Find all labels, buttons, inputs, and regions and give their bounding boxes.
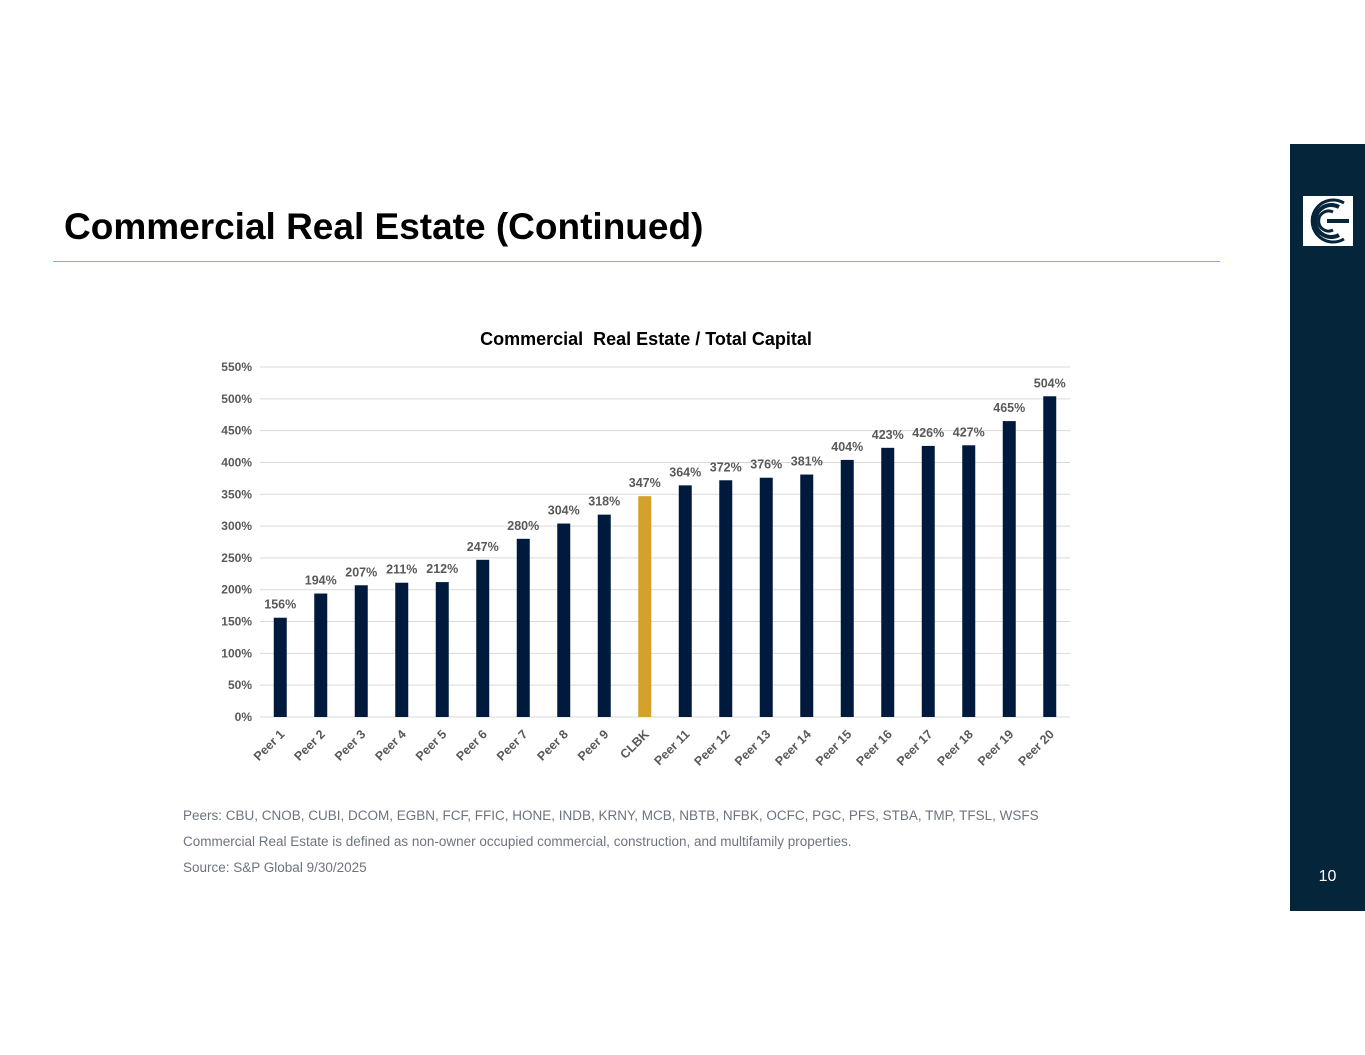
x-tick-label: Peer 18 (935, 727, 976, 768)
data-label: 156% (264, 598, 296, 612)
bar-peer-13 (759, 477, 773, 717)
bar-peer-7 (516, 538, 530, 717)
chart-title: Commercial Real Estate / Total Capital (480, 329, 812, 349)
bar-peer-19 (1002, 421, 1016, 717)
page-title: Commercial Real Estate (Continued) (64, 206, 704, 247)
footnotes: Peers: CBU, CNOB, CUBI, DCOM, EGBN, FCF,… (183, 808, 1183, 886)
x-tick-label: Peer 8 (534, 727, 570, 763)
chart-canvas: Commercial Real Estate / Total Capital 0… (221, 329, 1070, 769)
bar-peer-15 (840, 459, 854, 717)
data-label: 347% (629, 476, 661, 490)
company-logo (1303, 196, 1353, 246)
x-tick-label: Peer 17 (894, 727, 935, 768)
data-label: 372% (710, 460, 742, 474)
y-tick-label: 500% (221, 392, 252, 406)
y-tick-label: 450% (221, 424, 252, 438)
data-label: 194% (305, 574, 337, 588)
bar-peer-2 (314, 593, 328, 717)
data-label: 376% (750, 458, 782, 472)
definition-note: Commercial Real Estate is defined as non… (183, 834, 852, 849)
x-tick-label: Peer 4 (372, 727, 408, 763)
x-tick-label: Peer 6 (453, 727, 489, 763)
bar-peer-3 (354, 585, 368, 717)
y-tick-label: 350% (221, 487, 252, 501)
y-axis-ticks: 0% 50% 100% 150% 200% 250% 300% 350% 400% 450% 500… (221, 360, 252, 724)
bar-peer-6 (476, 559, 490, 717)
bar-peer-1 (273, 617, 287, 717)
x-tick-label: Peer 16 (854, 727, 895, 768)
y-tick-label: 550% (221, 360, 252, 374)
data-labels: 156% 194% 207% 211% 212% 247% 280% 304% 318% 347%… (264, 376, 1065, 611)
gridlines (260, 366, 1070, 718)
y-tick-label: 100% (221, 646, 252, 660)
data-label: 404% (831, 440, 863, 454)
bar-peer-17 (921, 445, 935, 717)
title-divider (53, 261, 1220, 262)
data-label: 427% (953, 425, 985, 439)
data-label: 211% (386, 563, 417, 577)
x-tick-label: Peer 19 (975, 727, 1016, 768)
data-label: 247% (467, 540, 499, 554)
peers-note: Peers: CBU, CNOB, CUBI, DCOM, EGBN, FCF,… (183, 808, 1039, 823)
source-note: Source: S&P Global 9/30/2025 (183, 860, 367, 875)
x-axis-ticks: Peer 1 Peer 2 Peer 3 Peer 4 Peer 5 Peer 6 Peer… (251, 727, 1057, 768)
bar-peer-11 (678, 485, 692, 717)
x-tick-label: Peer 15 (813, 727, 854, 768)
y-tick-label: 300% (221, 519, 252, 533)
data-label: 304% (548, 504, 580, 518)
bar-peer-8 (557, 523, 571, 717)
y-tick-label: 150% (221, 615, 252, 629)
x-tick-label: Peer 13 (732, 727, 773, 768)
data-label: 207% (345, 565, 377, 579)
y-tick-label: 200% (221, 583, 252, 597)
bar-peer-14 (800, 474, 814, 717)
data-label: 280% (507, 519, 539, 533)
bar-peer-4 (395, 582, 409, 717)
page-number: 10 (1318, 868, 1337, 885)
bar-peer-9 (597, 514, 611, 717)
data-label: 364% (669, 465, 701, 479)
bar-clbk (638, 496, 652, 717)
y-tick-label: 50% (228, 678, 252, 692)
bar-peer-18 (962, 445, 976, 717)
data-label: 423% (872, 428, 904, 442)
x-tick-label: CLBK (617, 727, 651, 761)
y-tick-label: 0% (235, 710, 253, 724)
x-tick-label: Peer 12 (692, 727, 733, 768)
x-tick-label: Peer 2 (291, 727, 327, 763)
data-label: 465% (993, 401, 1025, 415)
data-label: 381% (791, 455, 823, 469)
x-tick-label: Peer 1 (251, 727, 287, 763)
x-tick-label: Peer 5 (413, 727, 449, 763)
cre-capital-chart: Commercial Real Estate / Total Capital 0… (150, 320, 1110, 780)
brand-sidebar: 10 (1290, 144, 1365, 911)
y-tick-label: 400% (221, 455, 252, 469)
bar-peer-20 (1043, 396, 1057, 717)
data-label: 318% (588, 495, 620, 509)
bar-peer-12 (719, 480, 733, 717)
data-label: 504% (1034, 376, 1066, 390)
data-label: 212% (426, 562, 458, 576)
bar-peer-16 (881, 447, 895, 717)
x-tick-label: Peer 3 (332, 727, 368, 763)
data-label: 426% (912, 426, 944, 440)
x-tick-label: Peer 11 (652, 727, 693, 768)
bar-peer-5 (435, 582, 449, 717)
x-tick-label: Peer 9 (575, 727, 611, 763)
bars (273, 396, 1057, 717)
x-tick-label: Peer 20 (1016, 727, 1057, 768)
x-tick-label: Peer 14 (773, 727, 814, 768)
y-tick-label: 250% (221, 551, 252, 565)
x-tick-label: Peer 7 (494, 727, 530, 763)
